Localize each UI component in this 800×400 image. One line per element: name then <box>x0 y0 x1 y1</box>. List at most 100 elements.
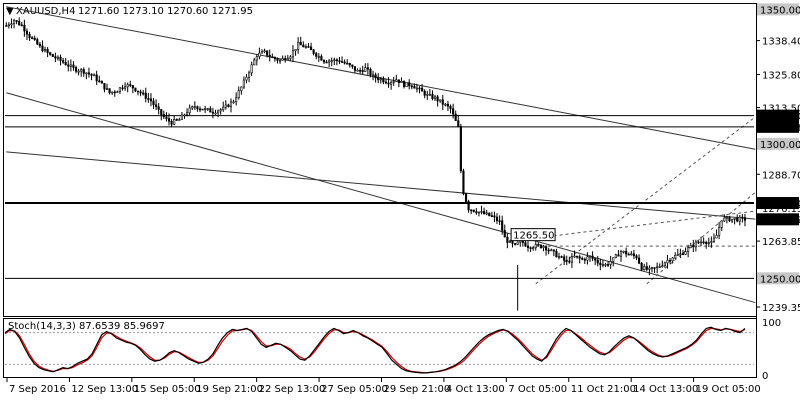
candle-body <box>630 253 633 256</box>
candle-body <box>485 212 488 215</box>
price-label-bg <box>757 272 799 285</box>
x-tick-label: 27 Sep 05:00 <box>321 384 388 395</box>
candle-body <box>529 247 532 249</box>
stoch-main-line <box>4 326 746 374</box>
candle-body <box>359 69 362 72</box>
candle-body <box>77 70 80 73</box>
candle-body <box>67 64 70 67</box>
candle-body <box>217 110 220 114</box>
candle-body <box>142 92 145 95</box>
candle-body <box>7 24 10 27</box>
candle-body <box>374 74 377 79</box>
candle-body <box>139 91 142 94</box>
price-label-text: 1306.33 <box>760 123 800 134</box>
candle-body <box>614 254 617 258</box>
candle-body <box>658 266 661 268</box>
candle-body <box>480 211 483 213</box>
x-tick-label: 19 Oct 05:00 <box>696 384 761 395</box>
candle-body <box>705 241 708 244</box>
candle-body <box>619 251 623 257</box>
candle-body <box>707 242 710 244</box>
candle-body <box>656 266 659 269</box>
candle-body <box>475 211 478 214</box>
candle-body <box>90 73 93 76</box>
candle-body <box>405 82 408 88</box>
candle-body <box>170 120 173 125</box>
candle-body <box>449 105 452 109</box>
price-annotation: 1265.50 <box>510 228 556 242</box>
dropdown-arrow-icon[interactable]: ▼ <box>6 6 14 17</box>
candle-body <box>632 253 635 257</box>
candle-body <box>95 74 98 82</box>
candle-body <box>240 86 243 91</box>
candle-body <box>25 30 29 35</box>
candle-body <box>627 253 630 256</box>
candle-body <box>284 58 287 61</box>
x-tick-label: 7 Sep 2016 <box>9 384 66 395</box>
candle-body <box>402 81 406 88</box>
candle-body <box>147 98 150 100</box>
candle-body <box>353 66 357 71</box>
x-tick-label: 7 Oct 05:00 <box>508 384 567 395</box>
candle-body <box>186 112 189 116</box>
candle-body <box>328 60 331 63</box>
candle-body <box>563 256 566 261</box>
candle-body <box>501 220 504 231</box>
candle-body <box>302 44 305 48</box>
candle-body <box>312 49 315 54</box>
candle-body <box>23 24 26 32</box>
candle-body <box>532 247 535 250</box>
candle-body <box>503 230 506 238</box>
candle-body <box>80 69 83 72</box>
candle-body <box>41 45 44 52</box>
candle-body <box>743 217 747 221</box>
candle-body <box>511 240 514 244</box>
candle-body <box>322 59 326 63</box>
candle-body <box>459 126 462 172</box>
x-tick-label: 15 Sep 05:00 <box>134 384 201 395</box>
candle-body <box>227 104 230 107</box>
candle-body <box>493 215 496 218</box>
candle-body <box>266 50 269 56</box>
candle-body <box>390 81 393 85</box>
candle-body <box>204 108 207 110</box>
candle-body <box>330 60 333 62</box>
candle-body <box>470 209 473 212</box>
candle-body <box>653 267 656 269</box>
stoch-tick-label: 100 <box>762 318 781 329</box>
candle-body <box>118 87 122 92</box>
price-label-text: 1350.00 <box>760 5 800 16</box>
candle-body <box>679 253 682 255</box>
candle-body <box>20 24 23 27</box>
candle-body <box>82 69 85 74</box>
candle-body <box>578 256 581 259</box>
price-label-bg <box>757 3 799 16</box>
candle-body <box>635 255 638 259</box>
candle-body <box>444 103 447 106</box>
candle-body <box>193 106 196 108</box>
candle-body <box>681 253 685 255</box>
candle-body <box>694 241 697 248</box>
candle-body <box>346 62 349 65</box>
candle-body <box>56 56 60 59</box>
candle-body <box>645 266 648 270</box>
candle-body <box>276 58 279 61</box>
candle-body <box>271 56 274 58</box>
candle-body <box>741 216 744 219</box>
candle-body <box>214 112 217 115</box>
y-tick-label: 1276.15 <box>762 204 800 215</box>
candle-body <box>317 56 320 58</box>
candle-body <box>173 119 176 125</box>
y-tick-label: 1288.70 <box>762 170 800 181</box>
dashed-channel-line <box>535 210 756 239</box>
candle-body <box>454 113 457 121</box>
candle-body <box>87 72 91 75</box>
candle-body <box>201 108 204 111</box>
stoch-tick-label: 0 <box>762 371 768 382</box>
candle-body <box>495 216 499 221</box>
candle-body <box>477 211 481 214</box>
candle-body <box>263 50 266 53</box>
candle-body <box>436 96 439 102</box>
